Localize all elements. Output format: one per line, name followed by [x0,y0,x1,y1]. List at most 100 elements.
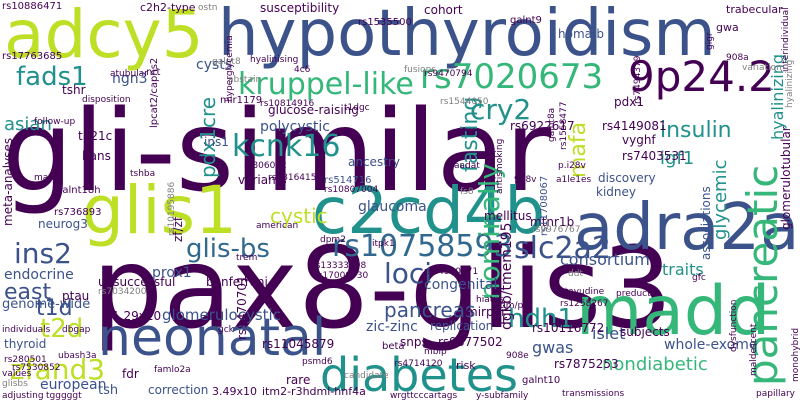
word-galnt8a: galnt8a [547,107,557,142]
word-galnt8: galnt8 [212,57,241,67]
word-values: values [2,369,32,379]
word-galnt18h: galnt18h [56,185,101,196]
word-gfc: gfc [692,273,706,283]
word-rs280501: rs280501 [4,355,47,365]
word-glycemic: glycemic [710,159,731,240]
word-insulin: insulin [660,118,732,143]
word-cry2: cry2 [470,93,532,126]
word-vyghf: vyghf [622,133,656,147]
word-snps: snps [400,335,428,349]
word-rs10116772: rs10116772 [532,321,605,335]
word-t1d: t1d [36,296,73,321]
word-mirpur: mirpur [466,305,507,319]
word-kcnk16: kcnk16 [232,129,341,164]
word-rs6922617: rs6922617 [510,119,575,133]
word-rs9470701: rs9470701 [235,275,249,340]
word-igf1: igf1 [660,148,695,169]
word-lpcat2-capns2: lpcat2/capns2 [149,57,160,128]
word-tshr: tshr [62,83,86,97]
word-consortium: consortium [560,250,650,269]
word-hypothyroidism: hypothyroidism [218,0,716,71]
word-loci: loci [384,257,433,290]
word-galnt10: galnt10 [522,375,561,386]
word-rs736893: rs736893 [54,207,102,218]
word-cysts: cysts [196,57,233,73]
word-maldescent: maldescent [749,323,759,376]
word-y-subfamily: y-subfamily [476,391,529,401]
word-unsuccessful: unsuccessful [98,275,176,289]
word-itm2-r3hdml-hnf4a: itm2-r3hdml-hnf4a [262,385,366,398]
word-ptau: ptau [62,289,90,303]
word-follow-up: follow-up [34,117,76,127]
word-gwas: gwas [532,338,574,357]
word-rs14940771: rs14940771 [424,267,479,277]
word-replication: replication [430,319,494,333]
word-rs13333308: rs13333308 [312,261,367,271]
word-rs10195886: rs10195886 [167,181,177,236]
word-monohybrid: monohybrid [791,327,801,382]
word-908e: 908e [506,351,529,361]
word-atubular: atubular [110,69,148,79]
word-hans: hans [82,149,111,163]
word-hyalinising: hyalinising [250,55,299,65]
word-fads1: fads1 [16,62,88,92]
word-whole-exome: whole-exome [664,337,758,353]
word-kruppel-like: kruppel-like [238,67,414,102]
word-mbip: mbip [424,347,447,357]
word-rs11045879: rs11045879 [262,337,335,351]
word-asian: asian [4,114,52,135]
word-rs1544050: rs1544050 [440,97,489,107]
word-itpk1: itpk1 [372,239,395,249]
word-4c6: 4c6 [294,65,311,75]
word-endocrine: endocrine [4,267,74,283]
word-glaucoma: glaucoma [358,199,427,215]
word-fusions: fusions [404,65,436,75]
word-hyperglycemia: hyperglycemia [225,35,235,102]
word-glis1: glis1 [82,172,237,249]
word-psmd6: psmd6 [302,357,333,367]
word-dm-pm: dm/pm [500,301,532,311]
word-ostn: ostn [198,3,218,13]
word-traits: traits [662,260,704,279]
word-rs514716: rs514716 [324,175,372,186]
word-gigr: gigr [705,32,715,50]
word-rs10807004: rs10807004 [324,185,379,195]
word-east: east [4,280,52,305]
word-famlo2a: famlo2a [154,365,191,375]
word-risk: risk [456,359,476,372]
word-kidney: kidney [596,185,636,199]
word-glisbs: glisbs [2,379,28,389]
word-nrt: nrt [146,67,161,78]
word-prox1: prox1 [152,265,192,281]
word-variation: variation [742,63,782,73]
word-subjects: subjects [620,325,670,339]
word-mir1179: mir1179 [220,95,263,106]
word-rs7875253: rs7875253 [554,357,619,371]
word-ancestry: ancestry [348,155,400,169]
word-galnt9: galnt9 [510,15,542,26]
word-ngn3: ngn3 [112,71,148,87]
word-tgggggt: tgggggt [46,391,82,401]
word-zfand3: zfand3 [10,353,106,386]
word-cohort: cohort [424,3,463,17]
word-a1le1es: a1le1es [556,175,592,185]
word-susceptibility: susceptibility [260,1,340,15]
word-908a: 908a [726,53,749,63]
word-pax8-glis3: pax8-glis3 [92,224,673,354]
word-papillary: papillary [756,389,795,399]
word-pdx1: pdx1 [614,95,644,109]
word-bonferroni: bonferroni [206,275,268,289]
word-glucose-raising: glucose-raising [268,103,359,117]
word-rs17000730: rs17000730 [314,271,369,281]
word-disposition: disposition [82,95,131,105]
word-rs7020673: rs7020673 [420,57,604,97]
word-908v: 908v [514,175,537,185]
word-preductal: preductal [616,289,659,299]
word-ddt: ddt [568,269,583,279]
word-rs4714120: rs4714120 [394,359,443,369]
word-gck: gck [218,325,234,335]
word-fdr: fdr [122,367,139,381]
word-c2h2-type: c2h2-type [140,1,196,14]
word-hiatus: hiatus [476,295,504,305]
